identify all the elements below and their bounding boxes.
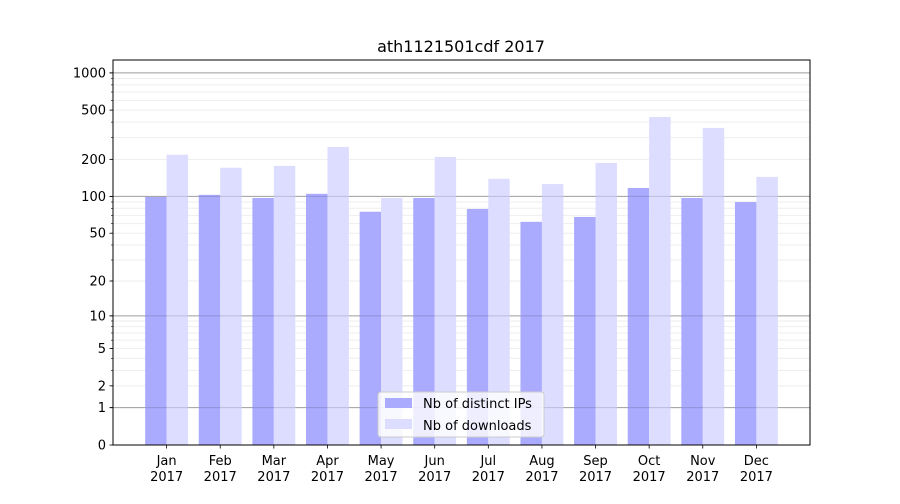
x-tick-label: Jul: [479, 454, 496, 469]
bar-downloads-jan: [166, 154, 189, 445]
x-tick-label: May: [368, 454, 395, 469]
x-tick-year-label: 2017: [740, 470, 773, 485]
bar-downloads-nov: [702, 127, 725, 446]
chart-title: ath1121501cdf 2017: [377, 37, 545, 56]
bar-downloads-jun: [434, 156, 457, 445]
x-tick-label: Feb: [209, 454, 232, 469]
x-tick-year-label: 2017: [579, 470, 612, 485]
x-axis: Jan2017Feb2017Mar2017Apr2017May2017Jun20…: [150, 445, 773, 485]
x-tick-label: Jun: [424, 454, 445, 469]
bar-downloads-may: [381, 198, 403, 445]
legend-swatch-ips: [385, 398, 412, 408]
y-tick-label: 500: [81, 104, 106, 119]
y-tick-label: 0: [98, 439, 106, 454]
bar-ips-oct: [627, 188, 650, 445]
y-axis: 0 1 2 5 10 20 50 100 200 500 1000: [73, 66, 113, 454]
x-tick-year-label: 2017: [686, 470, 719, 485]
x-tick-year-label: 2017: [525, 470, 558, 485]
y-tick-label: 100: [81, 190, 106, 205]
plot-frame: [112, 59, 811, 446]
x-tick-year-label: 2017: [257, 470, 290, 485]
bar-ips-jan: [145, 196, 167, 445]
legend: Nb of distinct IPs Nb of downloads: [377, 391, 545, 438]
bar-downloads-sep: [595, 162, 617, 445]
x-tick-label: Mar: [262, 454, 287, 469]
y-tick-label: 1000: [73, 66, 106, 81]
bar-ips-jul: [466, 208, 489, 445]
bar-downloads-aug: [541, 184, 564, 446]
x-tick-label: Aug: [529, 454, 554, 469]
x-tick-label: Oct: [638, 454, 660, 469]
bar-ips-sep: [574, 216, 596, 445]
bar-downloads-mar: [273, 165, 296, 445]
y-tick-label: 1: [98, 401, 106, 416]
bar-downloads-apr: [327, 146, 349, 445]
x-tick-label: Nov: [690, 454, 716, 469]
bar-ips-may: [359, 211, 382, 445]
x-tick-year-label: 2017: [472, 470, 505, 485]
x-tick-label: Jan: [156, 454, 177, 469]
bar-ips-mar: [252, 198, 274, 445]
bar-ips-jun: [413, 198, 435, 445]
bar-downloads-oct: [649, 116, 671, 446]
bar-downloads-jul: [488, 178, 510, 446]
legend-swatch-downloads: [385, 419, 412, 429]
bar-ips-nov: [681, 198, 703, 445]
bar-ips-aug: [520, 221, 542, 445]
y-tick-label: 200: [81, 153, 106, 168]
x-tick-year-label: 2017: [633, 470, 666, 485]
x-tick-label: Dec: [744, 454, 769, 469]
x-tick-year-label: 2017: [150, 470, 183, 485]
y-tick-label: 20: [89, 275, 106, 290]
bar-ips-apr: [306, 193, 328, 445]
x-tick-year-label: 2017: [365, 470, 398, 485]
bar-ips-feb: [198, 194, 221, 445]
y-tick-label: 10: [89, 309, 106, 324]
y-tick-label: 5: [98, 342, 106, 357]
bar-downloads-dec: [756, 176, 778, 445]
x-tick-label: Sep: [583, 454, 608, 469]
legend-label-ips: Nb of distinct IPs: [423, 397, 532, 412]
bar-ips-dec: [734, 202, 757, 445]
x-tick-year-label: 2017: [311, 470, 344, 485]
bar-downloads-feb: [220, 167, 242, 445]
bars: [113, 72, 810, 446]
x-tick-year-label: 2017: [418, 470, 451, 485]
legend-label-downloads: Nb of downloads: [423, 419, 532, 434]
x-tick-label: Apr: [316, 454, 339, 469]
y-tick-label: 50: [89, 227, 106, 242]
y-tick-label: 2: [98, 379, 106, 394]
x-tick-year-label: 2017: [204, 470, 237, 485]
